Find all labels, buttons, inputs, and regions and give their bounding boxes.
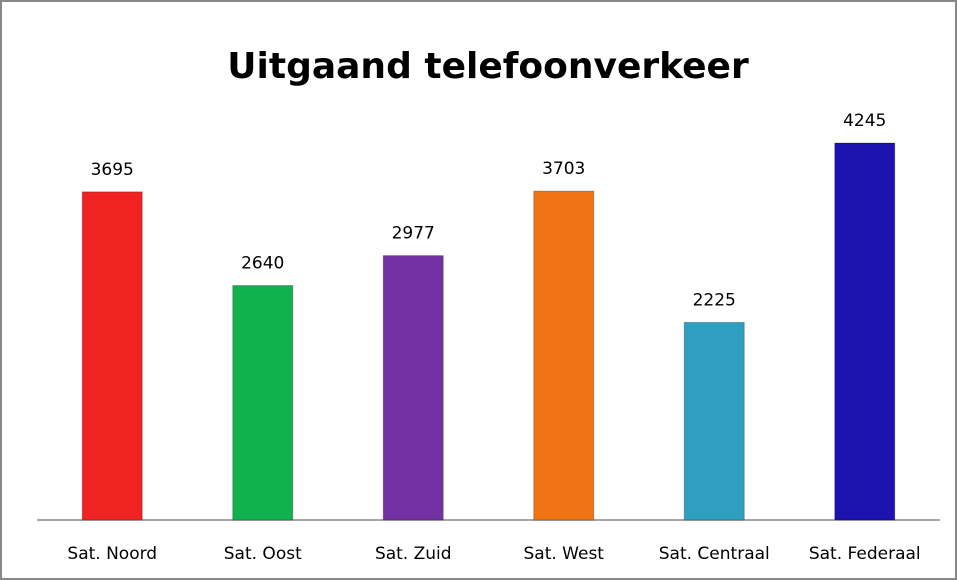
bar [232,285,294,521]
bar [533,190,595,521]
bar [834,142,896,521]
data-label: 2225 [693,290,736,310]
data-label: 2977 [392,224,435,244]
x-tick-label: Sat. West [524,544,605,564]
data-label: 3703 [542,159,585,179]
x-tick-label: Sat. Oost [224,544,302,564]
x-tick-label: Sat. Zuid [375,544,452,564]
x-tick-label: Sat. Centraal [659,544,770,564]
bar [683,321,745,521]
data-label: 4245 [843,111,886,131]
x-tick-label: Sat. Noord [67,544,157,564]
x-tick-label: Sat. Federaal [809,544,921,564]
bar [81,191,143,521]
data-label: 2640 [241,254,284,274]
data-label: 3695 [91,160,134,180]
chart-title: Uitgaand telefoonverkeer [227,46,749,87]
bar [382,255,444,521]
